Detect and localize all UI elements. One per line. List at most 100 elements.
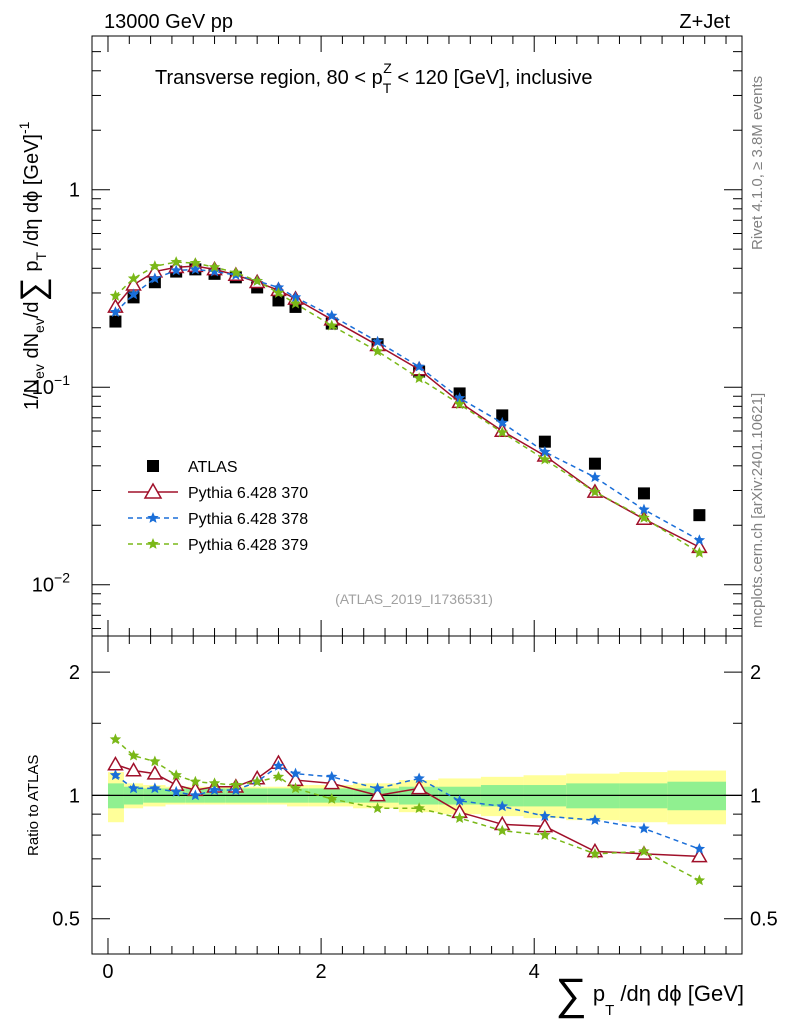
data-point <box>272 281 285 293</box>
data-point <box>170 264 182 276</box>
data-point <box>453 392 466 404</box>
data-point <box>589 814 601 826</box>
data-point <box>125 762 142 777</box>
data-point <box>127 782 140 794</box>
data-point <box>230 779 242 790</box>
data-point <box>149 782 161 794</box>
y-tick-label: 1 <box>69 180 80 202</box>
x-tick-label: 0 <box>102 961 113 983</box>
y-tick-label: 10−1 <box>32 372 70 399</box>
data-point <box>127 272 140 284</box>
main-series <box>107 256 708 558</box>
legend-label: Pythia 6.428 370 <box>188 485 308 502</box>
data-point <box>189 775 202 787</box>
data-point <box>289 767 302 779</box>
legend-marker <box>147 512 159 523</box>
data-point <box>589 485 601 497</box>
data-point <box>149 272 161 284</box>
data-point <box>413 372 425 384</box>
data-point <box>208 265 221 277</box>
process-label: Z+Jet <box>679 11 730 33</box>
data-point <box>371 782 384 794</box>
panel-title: Transverse region, 80 < pTZ < 120 [GeV],… <box>155 60 593 96</box>
data-point <box>289 297 302 309</box>
ratio-y-tick-label: 0.5 <box>52 909 80 931</box>
data-point <box>539 829 551 840</box>
legend-label: Pythia 6.428 379 <box>188 537 308 554</box>
data-point <box>539 453 551 465</box>
data-point <box>251 274 263 286</box>
data-point <box>323 774 341 790</box>
data-point <box>589 471 601 483</box>
data-point <box>638 822 650 834</box>
data-point <box>638 845 650 857</box>
data-point <box>127 291 140 304</box>
data-point <box>170 256 182 267</box>
data-point <box>149 260 161 272</box>
data-point <box>230 266 242 278</box>
data-point <box>127 749 140 761</box>
axis-ticks <box>92 35 742 954</box>
data-point <box>272 286 285 298</box>
legend-label: ATLAS <box>188 459 238 476</box>
data-point <box>272 770 285 782</box>
y-axis-label-ratio: Ratio to ATLAS <box>25 755 42 856</box>
axis-tick-labels: 0 2 4 10−2 10−1 1 0.5 1 2 0.5 1 2 <box>32 180 778 983</box>
data-point <box>170 769 182 781</box>
data-point <box>539 810 551 821</box>
data-point <box>589 847 601 859</box>
legend-marker <box>143 482 163 499</box>
series-line <box>114 261 700 554</box>
data-point <box>369 786 386 802</box>
x-axis-label: ∑ pT /dη dϕ [GeV] <box>555 970 744 1019</box>
data-point <box>208 777 221 789</box>
data-point <box>109 315 122 328</box>
data-point <box>170 785 182 797</box>
data-point <box>693 534 706 546</box>
data-point <box>208 784 221 795</box>
data-point <box>208 261 221 273</box>
legend-marker <box>147 538 159 549</box>
ratio-y-tick-label: 2 <box>69 662 80 684</box>
data-point <box>496 426 508 438</box>
legend-label: Pythia 6.428 378 <box>188 511 308 528</box>
data-point <box>289 782 302 794</box>
data-point <box>107 755 124 771</box>
data-point <box>146 765 164 780</box>
series-line <box>114 265 700 548</box>
data-point <box>326 770 338 782</box>
data-point <box>189 263 202 275</box>
ratio-y-tick-label-right: 1 <box>750 785 761 807</box>
data-point <box>413 772 425 784</box>
mcplots-label: mcplots.cern.ch [arXiv:2401.10621] <box>749 393 766 628</box>
data-point <box>289 291 302 303</box>
data-point <box>496 409 509 422</box>
data-point <box>638 503 650 515</box>
data-point <box>693 509 706 522</box>
data-point <box>189 257 202 268</box>
data-point <box>413 360 425 372</box>
ratio-series <box>107 733 708 886</box>
data-point <box>371 802 384 814</box>
data-point <box>538 435 551 448</box>
data-point <box>371 335 384 347</box>
data-point <box>127 288 140 300</box>
data-point <box>637 487 650 500</box>
data-point <box>109 769 122 781</box>
data-point <box>496 824 508 836</box>
data-point <box>496 800 508 812</box>
data-point <box>496 416 508 428</box>
data-point <box>410 779 428 795</box>
rivet-label: Rivet 4.1.0, ≥ 3.8M events <box>749 76 766 250</box>
data-point <box>109 289 122 301</box>
ratio-y-tick-label-right: 2 <box>750 662 761 684</box>
data-point <box>453 812 466 823</box>
data-point <box>189 789 202 801</box>
legend-marker <box>147 460 159 472</box>
data-point <box>326 792 338 804</box>
x-tick-label: 2 <box>316 961 327 983</box>
data-point <box>693 842 706 854</box>
data-point <box>453 398 466 410</box>
data-point <box>539 445 551 457</box>
